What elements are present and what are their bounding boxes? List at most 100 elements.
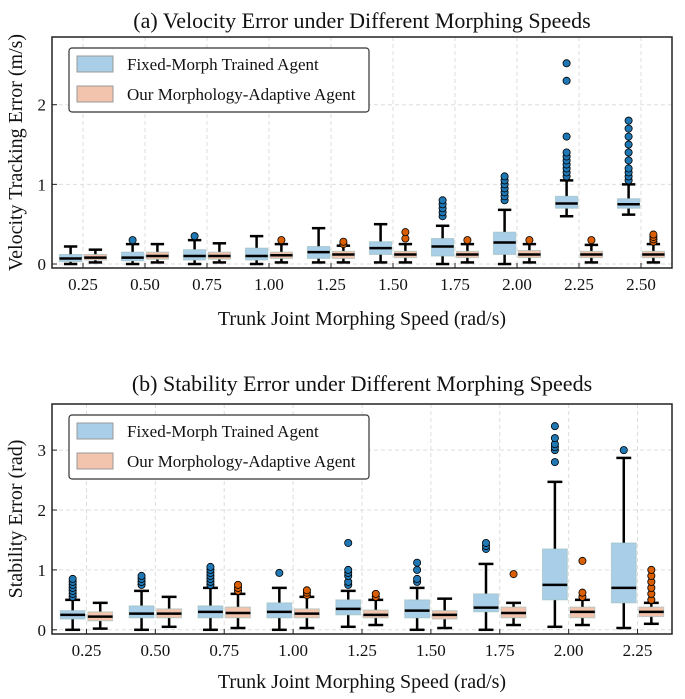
outlier-point bbox=[578, 556, 587, 565]
box-iqr bbox=[610, 542, 637, 604]
box-adaptive bbox=[638, 565, 665, 626]
x-tick-label: 0.50 bbox=[130, 275, 160, 294]
outlier-point bbox=[137, 571, 146, 580]
y-tick-label: 3 bbox=[38, 441, 47, 460]
box-fixed bbox=[266, 568, 293, 632]
box-iqr bbox=[266, 602, 293, 619]
outlier-point bbox=[413, 574, 422, 583]
y-tick-label: 1 bbox=[38, 175, 47, 194]
outlier-point bbox=[371, 589, 380, 598]
panel-a: (a) Velocity Error under Different Morph… bbox=[5, 8, 673, 330]
x-axis-label: Trunk Joint Morphing Speed (rad/s) bbox=[218, 308, 506, 330]
outlier-point bbox=[562, 148, 571, 157]
outlier-point bbox=[190, 232, 199, 241]
x-tick-label: 1.75 bbox=[485, 641, 515, 660]
y-axis-label: Velocity Tracking Error (m/s) bbox=[5, 34, 27, 271]
box-fixed bbox=[120, 236, 145, 266]
outlier-point bbox=[500, 172, 509, 181]
outlier-point bbox=[275, 568, 284, 577]
box-fixed bbox=[368, 222, 393, 264]
y-axis-label: Stability Error (rad) bbox=[5, 440, 27, 599]
box-iqr bbox=[473, 593, 499, 613]
chart-title: (b) Stability Error under Different Morp… bbox=[132, 371, 592, 396]
y-tick-label: 1 bbox=[38, 561, 47, 580]
box-adaptive bbox=[362, 589, 389, 627]
x-tick-label: 1.25 bbox=[347, 641, 377, 660]
box-fixed bbox=[473, 538, 499, 632]
outlier-point bbox=[649, 230, 658, 239]
outlier-point bbox=[562, 76, 571, 85]
x-tick-label: 1.50 bbox=[378, 275, 408, 294]
box-adaptive bbox=[641, 230, 666, 264]
box-fixed bbox=[554, 59, 579, 218]
x-tick-label: 2.00 bbox=[502, 275, 532, 294]
outlier-point bbox=[344, 565, 353, 574]
legend-box bbox=[68, 47, 370, 113]
x-tick-label: 0.25 bbox=[68, 275, 98, 294]
x-tick-label: 1.00 bbox=[254, 275, 284, 294]
x-tick-label: 2.00 bbox=[554, 641, 584, 660]
outlier-point bbox=[302, 586, 311, 595]
outlier-point bbox=[550, 422, 559, 431]
box-fixed bbox=[128, 571, 155, 632]
box-iqr bbox=[128, 605, 155, 619]
x-tick-label: 1.25 bbox=[316, 275, 346, 294]
legend-box bbox=[68, 414, 370, 480]
outlier-point bbox=[401, 228, 410, 237]
box-fixed bbox=[58, 245, 83, 266]
x-tick-label: 0.25 bbox=[72, 641, 102, 660]
outlier-point bbox=[413, 558, 422, 567]
x-axis-label: Trunk Joint Morphing Speed (rad/s) bbox=[218, 671, 506, 693]
x-tick-label: 2.25 bbox=[564, 275, 594, 294]
box-adaptive bbox=[83, 248, 108, 264]
box-adaptive bbox=[269, 236, 294, 264]
box-fixed bbox=[492, 172, 517, 266]
legend-label: Our Morphology-Adaptive Agent bbox=[127, 85, 356, 104]
box-adaptive bbox=[207, 242, 232, 264]
x-tick-label: 1.00 bbox=[278, 641, 308, 660]
outlier-point bbox=[339, 237, 348, 246]
outlier-point bbox=[647, 565, 656, 574]
box-adaptive bbox=[393, 228, 418, 264]
x-tick-label: 2.50 bbox=[626, 275, 656, 294]
legend: Fixed-Morph Trained Agent Our Morphology-… bbox=[68, 47, 370, 113]
legend-swatch bbox=[76, 422, 114, 440]
outlier-point bbox=[128, 236, 137, 245]
box-fixed bbox=[59, 574, 86, 632]
legend: Fixed-Morph Trained Agent Our Morphology-… bbox=[68, 414, 370, 480]
box-adaptive bbox=[156, 595, 183, 629]
box-iqr bbox=[404, 599, 431, 619]
outlier-point bbox=[277, 236, 286, 245]
box-fixed bbox=[335, 538, 362, 629]
outlier-point bbox=[624, 156, 633, 165]
box-fixed bbox=[244, 234, 269, 266]
box-iqr bbox=[541, 548, 568, 601]
outlier-point bbox=[233, 580, 242, 589]
box-adaptive bbox=[569, 556, 596, 627]
outlier-point bbox=[68, 574, 77, 583]
outlier-point bbox=[550, 434, 559, 443]
outlier-point bbox=[624, 164, 633, 173]
box-adaptive bbox=[225, 580, 251, 630]
legend-label: Fixed-Morph Trained Agent bbox=[127, 55, 319, 74]
box-fixed bbox=[197, 562, 224, 632]
box-fixed bbox=[610, 446, 637, 630]
outlier-point bbox=[206, 562, 215, 571]
box-adaptive bbox=[145, 242, 170, 264]
y-tick-label: 0 bbox=[38, 255, 47, 274]
box-fixed bbox=[306, 226, 331, 264]
y-tick-label: 0 bbox=[38, 621, 47, 640]
box-adaptive bbox=[331, 237, 356, 264]
outlier-point bbox=[550, 458, 559, 467]
outlier-point bbox=[624, 148, 633, 157]
legend-swatch bbox=[76, 85, 114, 103]
outlier-point bbox=[438, 196, 447, 205]
outlier-point bbox=[509, 570, 518, 579]
outlier-point bbox=[624, 124, 633, 133]
outlier-point bbox=[578, 588, 587, 597]
outlier-point bbox=[562, 132, 571, 141]
outlier-point bbox=[624, 132, 633, 141]
box-fixed bbox=[182, 232, 207, 266]
